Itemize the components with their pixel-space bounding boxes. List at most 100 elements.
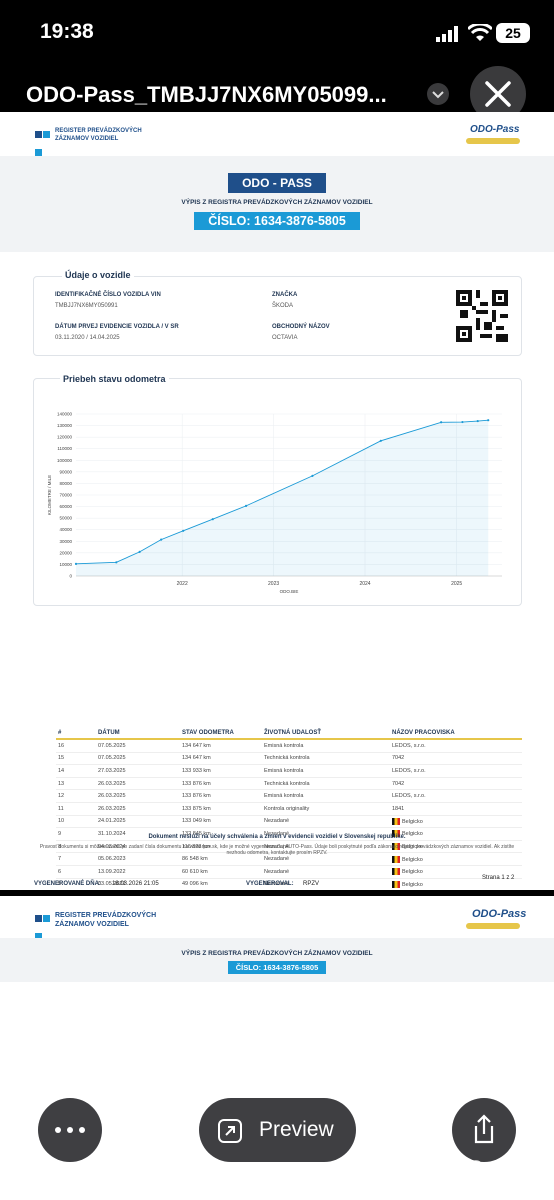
watermark-text: Bazos.sk xyxy=(406,1150,520,1180)
table-cell: 07.05.2025 xyxy=(96,752,180,766)
y-tick-label: 20000 xyxy=(59,550,72,555)
x-tick-label: 2022 xyxy=(177,581,188,587)
table-cell: 132 845 km xyxy=(180,827,262,841)
table-cell: 03.05.2022 xyxy=(96,878,180,890)
disclaimer-text: Pravosť dokumentu si môžete overiť po za… xyxy=(39,844,515,856)
table-row: 12 26.03.2025 133 876 km Emisná kontrola LED… xyxy=(56,789,522,803)
table-cell: 60 610 km xyxy=(180,865,262,879)
table-row: 5 03.05.2022 49 096 km Nezadané Belgicko xyxy=(56,878,522,890)
generator-label: VYGENEROVAL: xyxy=(246,881,294,887)
data-point xyxy=(440,421,443,424)
share-icon xyxy=(474,1114,494,1144)
vehicle-card xyxy=(33,276,522,356)
data-point xyxy=(461,420,464,424)
table-cell: Emisná kontrola xyxy=(262,739,390,753)
table-cell: 11 xyxy=(56,802,96,816)
table-cell: 27.03.2025 xyxy=(96,764,180,778)
table-row: 8 04.03.2024 116 828 km Nezadané Belgicko xyxy=(56,840,522,854)
table-cell: Nezadané xyxy=(262,852,390,866)
first-registration-label: DÁTUM PRVEJ EVIDENCIE VOZIDLA / V SR xyxy=(55,324,179,330)
first-registration-value: 03.11.2020 / 14.04.2025 xyxy=(55,335,120,341)
table-cell: LEDOS, s.r.o. xyxy=(390,739,522,753)
page-number: Strana 1 z 2 xyxy=(482,875,515,881)
file-title[interactable]: ODO-Pass_TMBJJ7NX6MY05099... xyxy=(26,82,387,107)
table-cell: 16 xyxy=(56,739,96,753)
data-point xyxy=(379,439,382,442)
logo-2-line-2: ZÁZNAMOV VOZIDIEL xyxy=(55,921,129,928)
table-row: 7 05.06.2023 86 548 km Nezadané Belgicko xyxy=(56,852,522,866)
table-cell: 15 xyxy=(56,752,96,766)
table-cell: Nezadané xyxy=(262,865,390,879)
series-area xyxy=(76,420,489,576)
table-row: 6 13.09.2022 60 610 km Nezadané Belgicko xyxy=(56,865,522,879)
table-cell: 26.03.2025 xyxy=(96,777,180,791)
logo-2-line-1: REGISTER PREVÁDZKOVÝCH xyxy=(55,912,157,919)
status-bar: 19:38 25 xyxy=(0,0,554,64)
table-cell: Belgicko xyxy=(390,827,522,841)
data-point xyxy=(487,419,490,422)
table-cell: Nezadané xyxy=(262,827,390,841)
more-button[interactable] xyxy=(38,1098,102,1162)
column-header: NÁZOV PRACOVISKA xyxy=(390,728,522,740)
generated-value: 18.03.2026 21:05 xyxy=(112,881,159,887)
odo-pass-badge: ODO - PASS xyxy=(228,173,326,193)
y-tick-label: 110000 xyxy=(57,446,72,451)
table-cell: 9 xyxy=(56,827,96,841)
document-number-2: ČÍSLO: 1634-3876-5805 xyxy=(227,961,327,974)
belgium-flag-icon xyxy=(392,830,400,838)
y-tick-label: 80000 xyxy=(59,481,72,486)
model-label: OBCHODNÝ NÁZOV xyxy=(272,324,330,330)
data-point xyxy=(244,504,248,507)
table-cell: Belgicko xyxy=(390,878,522,890)
vin-label: IDENTIFIKAČNÉ ČÍSLO VOZIDLA VIN xyxy=(55,292,161,298)
table-cell: Belgicko xyxy=(390,815,522,829)
table-cell: 133 876 km xyxy=(180,777,262,791)
table-row: 15 07.05.2025 134 647 km Technická kontrola… xyxy=(56,752,522,766)
y-tick-label: 120000 xyxy=(57,435,73,440)
vin-value: TMBJJ7NX6MY050991 xyxy=(55,303,118,309)
history-table: # DÁTUM STAV ODOMETRA ŽIVOTNÁ UDALOSŤ NÁZOV … xyxy=(56,728,522,890)
preview-button[interactable]: Preview xyxy=(199,1098,356,1162)
title-band: ODO - PASS VÝPIS Z REGISTRA PREVÁDZKOVÝC… xyxy=(0,156,554,252)
data-point xyxy=(211,518,214,521)
table-cell: 24.01.2025 xyxy=(96,815,180,829)
table-cell: 04.03.2024 xyxy=(96,840,180,854)
open-external-icon xyxy=(218,1119,242,1143)
table-cell: Technická kontrola xyxy=(262,777,390,791)
column-header: STAV ODOMETRA xyxy=(180,728,262,740)
table-cell: 134 647 km xyxy=(180,752,262,766)
cellular-signal-icon xyxy=(436,26,458,42)
column-header: # xyxy=(56,728,96,740)
watermark: @ ( Bazos.sk xyxy=(358,1150,519,1181)
logo-2 xyxy=(35,910,55,946)
more-icon xyxy=(55,1127,85,1133)
belgium-flag-icon xyxy=(392,843,400,851)
brand-swoosh-2 xyxy=(466,923,520,929)
table-cell: LEDOS, s.r.o. xyxy=(390,764,522,778)
qr-code xyxy=(456,290,508,342)
data-point xyxy=(74,562,78,565)
table-row: 10 24.01.2025 133 049 km Nezadané Belgicko xyxy=(56,815,522,829)
brand-swoosh xyxy=(466,138,520,144)
generated-label: VYGENEROVANÉ DŇA: xyxy=(34,881,101,887)
table-cell: 86 548 km xyxy=(180,852,262,866)
table-cell: 26.03.2025 xyxy=(96,789,180,803)
y-tick-label: 100000 xyxy=(57,458,73,463)
table-cell: Belgicko xyxy=(390,852,522,866)
x-tick-label: 2024 xyxy=(359,581,370,587)
preview-label: Preview xyxy=(259,1118,334,1141)
table-cell: 14 xyxy=(56,764,96,778)
document-subtitle: VÝPIS Z REGISTRA PREVÁDZKOVÝCH ZÁZNAMOV … xyxy=(181,199,373,206)
battery-icon: 25 xyxy=(496,23,530,43)
share-button[interactable] xyxy=(452,1098,516,1162)
y-tick-label: 30000 xyxy=(59,539,72,544)
chevron-down-icon[interactable] xyxy=(427,83,449,105)
table-cell: 49 096 km xyxy=(180,878,262,890)
table-cell: Belgicko xyxy=(390,840,522,854)
table-cell: Emisná kontrola xyxy=(262,789,390,803)
table-cell: 133 875 km xyxy=(180,802,262,816)
status-time: 19:38 xyxy=(40,20,94,43)
belgium-flag-icon xyxy=(392,868,400,876)
column-header: ŽIVOTNÁ UDALOSŤ xyxy=(262,728,390,740)
table-cell: 13 xyxy=(56,777,96,791)
